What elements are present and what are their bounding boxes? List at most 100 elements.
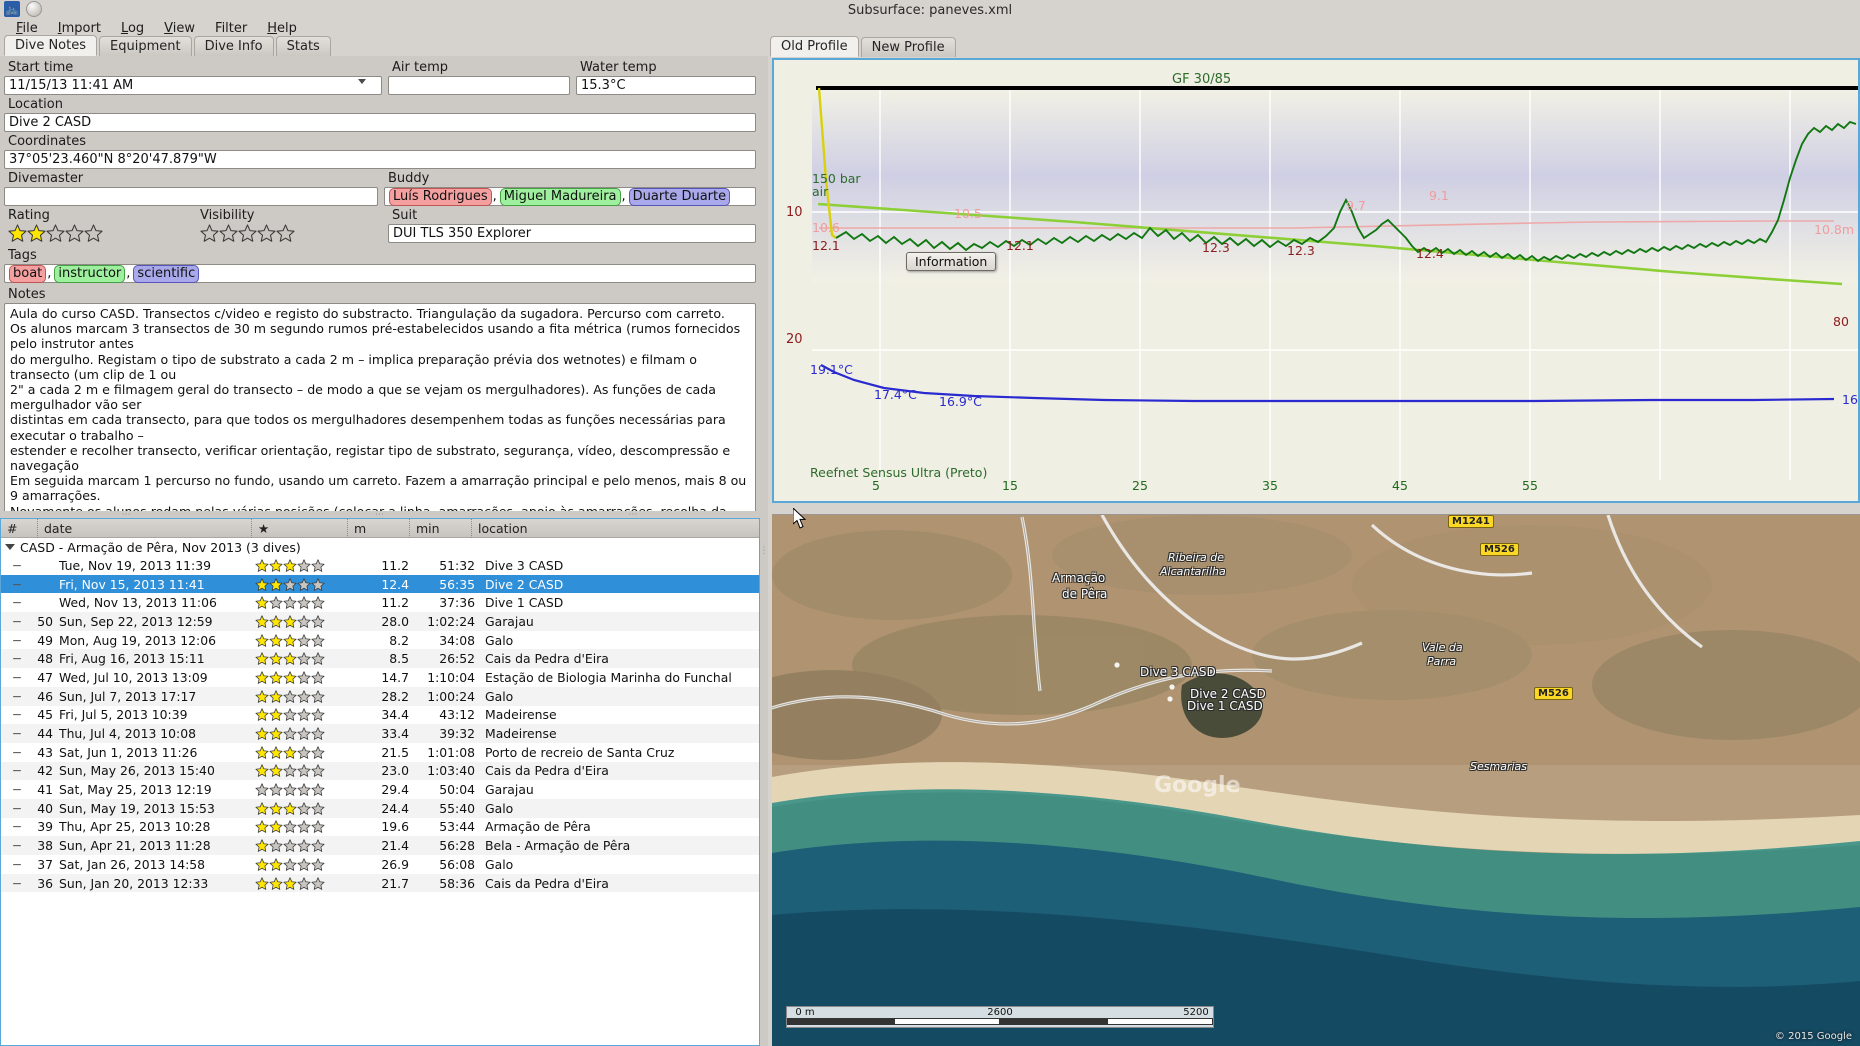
dive-list-row[interactable]: ─ 43 Sat, Jun 1, 2013 11:26 21.5 1:01:08 Port… [1,743,759,762]
dive-notes-form: Start time 11/15/13 11:41 AM Air temp Wa… [0,56,760,518]
row-rating[interactable] [251,876,347,890]
buddy-tag[interactable]: Miguel Madureira [499,187,621,206]
dive-list-row[interactable]: ─ Tue, Nov 19, 2013 11:39 11.2 51:32 Dive 3 … [1,556,759,575]
map-label-dive-site[interactable]: Dive 2 CASD [1190,687,1266,701]
dive-location-map[interactable]: Google Armação de Pêra Ribeira de Alcant… [772,514,1860,1046]
star-icon [297,689,311,703]
star-icon [311,727,325,740]
coordinates-input[interactable]: 37°05'23.460"N 8°20'47.879"W [4,150,756,169]
buddy-tag[interactable]: Luís Rodrigues [389,187,492,206]
dive-list-row[interactable]: ─ 39 Thu, Apr 25, 2013 10:28 19.6 53:44 Armaç… [1,818,759,837]
dive-trip-group-row[interactable]: CASD - Armação de Pêra, Nov 2013 (3 dive… [1,538,759,556]
tab-equipment[interactable]: Equipment [99,36,192,56]
column-header-rating[interactable]: ★ [251,519,347,538]
tab-new-profile[interactable]: New Profile [860,37,956,57]
row-rating[interactable] [251,652,347,666]
dive-list-row[interactable]: ─ 36 Sun, Jan 20, 2013 12:33 21.7 58:36 Cais … [1,873,759,893]
column-header-number[interactable]: # [7,520,18,536]
chevron-down-icon[interactable] [358,79,366,84]
row-rating[interactable] [251,746,347,759]
dive-list-row[interactable]: ─ 48 Fri, Aug 16, 2013 15:11 8.5 26:52 Cais d… [1,649,759,669]
dive-tag[interactable]: boat [9,264,47,283]
menu-import[interactable]: Import [57,21,101,36]
row-rating[interactable] [251,689,347,703]
row-number: 49 [37,632,53,648]
notes-textarea[interactable]: Aula do curso CASD. Transectos c/video e… [4,303,756,518]
row-rating[interactable] [251,671,347,684]
tank-start-label: 150 bar [812,171,861,186]
menu-log[interactable]: Log [120,21,145,36]
dive-list-row[interactable]: ─ 46 Sun, Jul 7, 2013 17:17 28.2 1:00:24 Galo [1,686,759,706]
row-rating[interactable] [251,727,347,740]
tags-label: Tags [8,248,37,263]
row-rating[interactable] [251,615,347,628]
dive-list-row[interactable]: ─ 42 Sun, May 26, 2013 15:40 23.0 1:03:40 Cai… [1,761,759,781]
row-rating[interactable] [251,633,347,647]
star-icon [255,615,269,628]
tab-stats[interactable]: Stats [275,36,331,56]
tab-dive-notes[interactable]: Dive Notes [4,35,97,56]
dive-list-row[interactable]: ─ Fri, Nov 15, 2013 11:41 12.4 56:35 Dive 2 … [1,574,759,594]
tags-input[interactable]: boat, instructor, scientific [4,264,756,283]
column-header-location[interactable]: location [471,519,759,538]
column-header-date[interactable]: date [37,519,251,538]
dive-list-row[interactable]: ─ 49 Mon, Aug 19, 2013 12:06 8.2 34:08 Galo [1,631,759,650]
row-number: 38 [37,838,53,854]
column-header-duration[interactable]: min [409,519,471,538]
dive-tag[interactable]: scientific [133,264,200,283]
star-icon [269,671,283,684]
divemaster-input[interactable] [4,187,378,206]
row-depth: 28.0 [381,613,409,629]
air-temp-input[interactable] [388,76,570,95]
column-header-depth[interactable]: m [347,519,409,538]
information-tooltip[interactable]: Information [906,252,997,271]
water-temp-input[interactable]: 15.3°C [576,76,756,95]
visibility-stars[interactable] [200,224,382,242]
star-icon [255,746,269,759]
menu-help[interactable]: Help [267,21,297,36]
dive-list-row[interactable]: ─ 37 Sat, Jan 26, 2013 14:58 26.9 56:08 Galo [1,855,759,874]
row-rating[interactable] [251,802,347,815]
map-label-dive-site[interactable]: Dive 3 CASD [1140,665,1216,679]
suit-input[interactable]: DUI TLS 350 Explorer [388,224,756,243]
temp-callout: 19.1°C [810,362,853,377]
depth-callout: 12.1 [1006,238,1034,253]
tab-old-profile[interactable]: Old Profile [770,36,859,57]
row-rating[interactable] [251,559,347,572]
row-tree-dash: ─ [13,726,21,742]
menu-filter[interactable]: Filter [215,21,248,36]
row-rating[interactable] [251,783,347,796]
dive-list-row[interactable]: ─ 44 Thu, Jul 4, 2013 10:08 33.4 39:32 Madeir… [1,724,759,743]
map-label-dive-site[interactable]: Dive 1 CASD [1187,699,1263,713]
buddy-input[interactable]: Luís Rodrigues, Miguel Madureira, Duarte… [384,187,756,206]
collapse-triangle-icon[interactable] [5,544,15,550]
row-rating[interactable] [251,764,347,778]
menu-view[interactable]: View [164,21,196,36]
row-rating[interactable] [251,839,347,852]
row-rating[interactable] [251,596,347,610]
row-depth: 12.4 [381,576,409,592]
start-time-input[interactable]: 11/15/13 11:41 AM [4,76,382,95]
horizontal-splitter[interactable]: ⋯ ⋯ ⋯ [0,510,760,520]
row-rating[interactable] [251,858,347,871]
dive-list-row[interactable]: ─ 38 Sun, Apr 21, 2013 11:28 21.4 56:28 Bela … [1,836,759,855]
dive-list-row[interactable]: ─ 45 Fri, Jul 5, 2013 10:39 34.4 43:12 Madeir… [1,706,759,725]
dive-list-row[interactable]: ─ 50 Sun, Sep 22, 2013 12:59 28.0 1:02:24 Gar… [1,612,759,631]
dive-list[interactable]: # date ★ m min location CASD - Armação d… [0,518,760,1046]
dive-list-row[interactable]: ─ 47 Wed, Jul 10, 2013 13:09 14.7 1:10:04 Est… [1,668,759,687]
dive-tag[interactable]: instructor [54,264,126,283]
row-rating[interactable] [251,820,347,834]
row-rating[interactable] [251,708,347,722]
menu-file[interactable]: File [16,21,38,36]
dive-list-row[interactable]: ─ 41 Sat, May 25, 2013 12:19 29.4 50:04 Garaj… [1,780,759,799]
dive-profile-plot[interactable]: GF 30/85 150 bar air 10 20 80 10.6 12.1 … [772,58,1860,503]
rating-stars[interactable] [8,224,190,242]
buddy-tag[interactable]: Duarte Duarte [628,187,731,206]
star-icon [46,224,65,242]
dive-list-row[interactable]: ─ 40 Sun, May 19, 2013 15:53 24.4 55:40 Galo [1,798,759,818]
location-input[interactable]: Dive 2 CASD [4,113,756,132]
vertical-splitter[interactable]: ⋮ [760,56,769,1046]
row-rating[interactable] [251,577,347,591]
tab-dive-info[interactable]: Dive Info [193,36,274,56]
dive-list-row[interactable]: ─ Wed, Nov 13, 2013 11:06 11.2 37:36 Dive 1 … [1,593,759,612]
